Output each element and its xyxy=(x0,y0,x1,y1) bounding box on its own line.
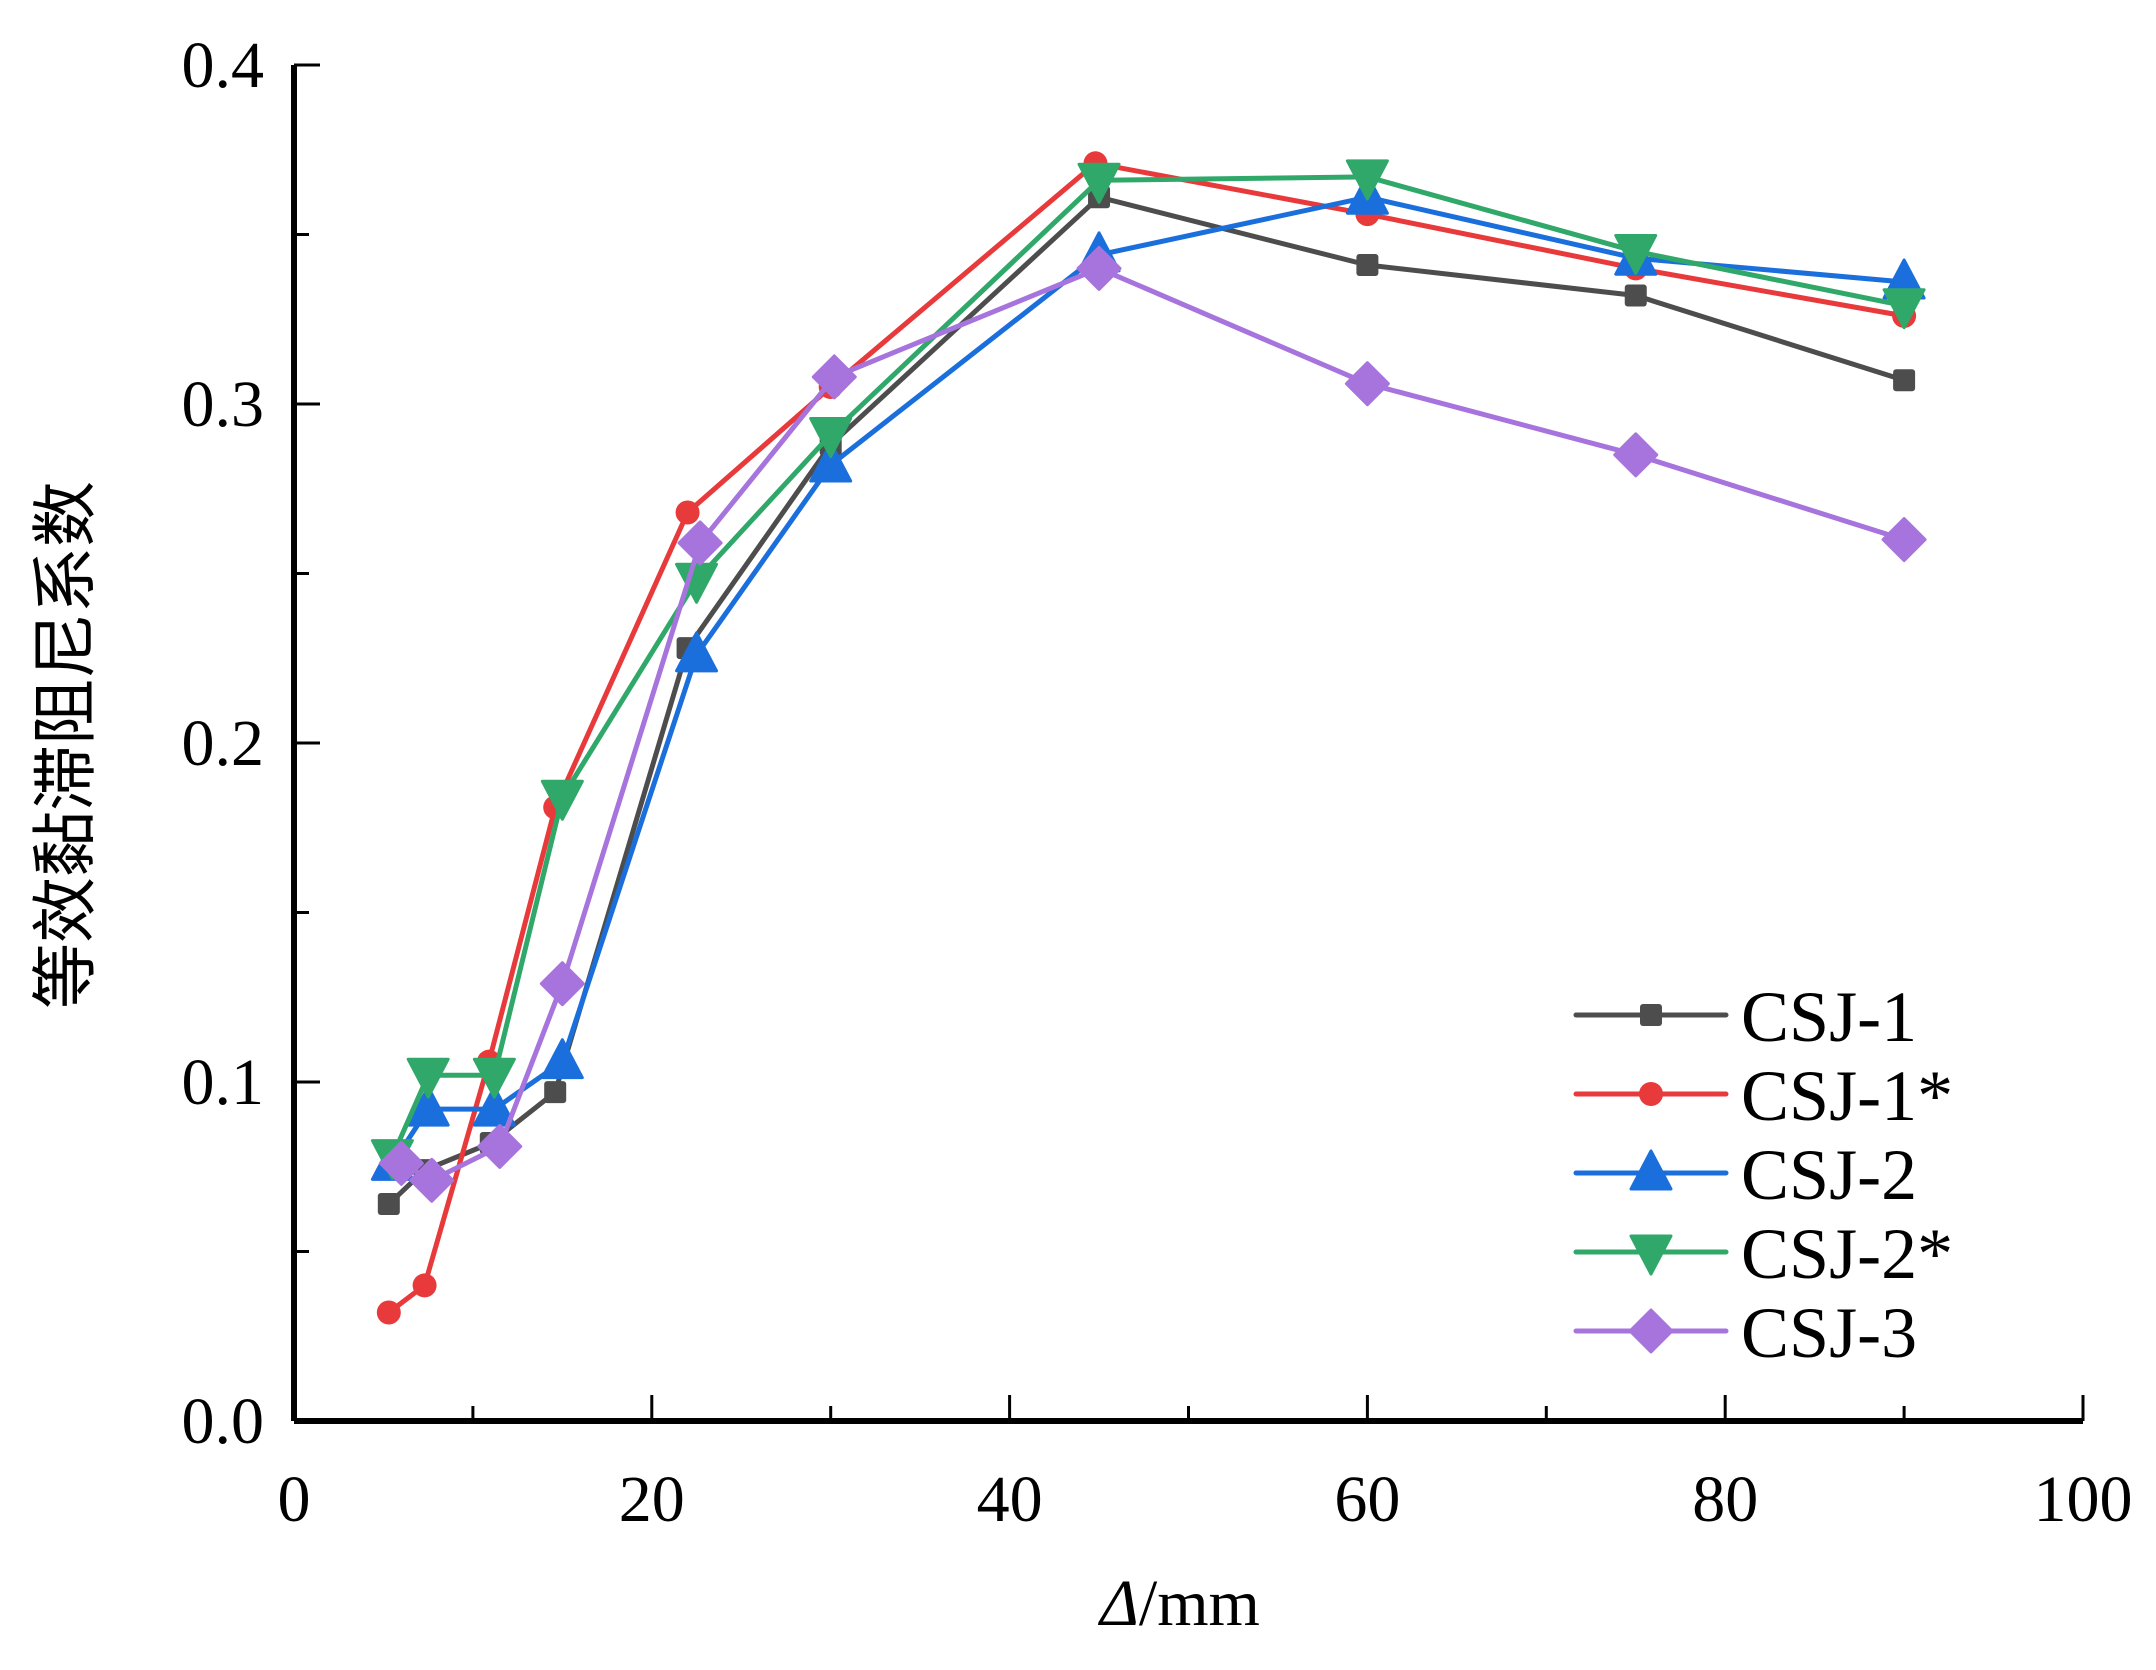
data-point-csj-1-star xyxy=(376,1300,401,1325)
legend-marker-csj-2-star xyxy=(1629,1234,1673,1276)
data-point-csj-3 xyxy=(811,354,857,400)
data-point-csj-2-star xyxy=(406,1057,450,1099)
data-point-csj-2-star xyxy=(1614,233,1658,275)
data-point-csj-2-star xyxy=(472,1057,516,1099)
data-point-csj-2 xyxy=(472,1085,516,1127)
data-point-csj-2-star xyxy=(1345,159,1389,201)
data-point-csj-3 xyxy=(1344,361,1390,407)
data-point-csj-1 xyxy=(377,1193,400,1216)
data-point-csj-1-star xyxy=(412,1273,437,1298)
legend-item-csj-2: CSJ-2 xyxy=(1573,1135,1917,1215)
data-point-csj-3 xyxy=(1613,432,1659,478)
data-point-csj-2-star xyxy=(809,417,853,459)
data-point-csj-2-star xyxy=(540,779,584,821)
series-csj-1-star xyxy=(376,151,1917,1325)
legend-item-csj-3: CSJ-3 xyxy=(1573,1293,1917,1373)
series-line-csj-2-star xyxy=(390,174,1905,1158)
y-tick-label: 0.1 xyxy=(182,1046,265,1119)
x-tick-label: 60 xyxy=(1334,1463,1400,1536)
series-line-csj-1 xyxy=(387,194,1905,1206)
data-point-csj-1 xyxy=(544,1081,567,1104)
x-tick-label: 40 xyxy=(977,1463,1043,1536)
data-point-csj-3 xyxy=(477,1123,523,1169)
legend-label-csj-1: CSJ-1 xyxy=(1741,977,1917,1057)
y-tick-label: 0.3 xyxy=(182,368,265,441)
x-tick-label: 100 xyxy=(2034,1463,2133,1536)
legend-label-csj-2: CSJ-2 xyxy=(1741,1135,1917,1215)
legend-marker-csj-2 xyxy=(1629,1149,1673,1191)
data-point-csj-3 xyxy=(539,961,585,1007)
data-point-csj-2-star xyxy=(1882,288,1926,330)
legend-marker-csj-1-star xyxy=(1639,1082,1663,1106)
data-point-csj-3 xyxy=(378,1140,424,1186)
series-line-csj-3 xyxy=(400,265,1905,1183)
x-axis-title-symbol: Δ xyxy=(1097,1567,1139,1640)
x-axis-title: Δ/mm xyxy=(1097,1567,1260,1640)
y-axis-title: 等效黏滞阻尼系数 xyxy=(30,481,103,1009)
series-line-csj-2 xyxy=(390,194,1905,1165)
legend-marker-csj-3 xyxy=(1628,1308,1674,1354)
x-axis-title-unit: /mm xyxy=(1139,1567,1260,1640)
x-tick-label: 20 xyxy=(619,1463,685,1536)
legend-label-csj-1-star: CSJ-1* xyxy=(1741,1056,1953,1136)
data-point-csj-2 xyxy=(809,441,853,483)
series-csj-3 xyxy=(378,245,1927,1203)
series-csj-2 xyxy=(370,173,1926,1181)
legend-label-csj-2-star: CSJ-2* xyxy=(1741,1214,1953,1294)
y-tick-label: 0.0 xyxy=(182,1385,265,1458)
x-tick-label: 80 xyxy=(1692,1463,1758,1536)
data-point-csj-2 xyxy=(406,1085,450,1127)
data-point-csj-1-star xyxy=(675,500,700,525)
legend-item-csj-2-star: CSJ-2* xyxy=(1573,1214,1953,1294)
legend-item-csj-1: CSJ-1 xyxy=(1573,977,1917,1057)
axes: 0 20 40 60 80 100 0.0 0.1 0.2 0.3 0.4 xyxy=(182,29,2133,1536)
y-tick-label: 0.4 xyxy=(182,29,265,102)
data-point-csj-3 xyxy=(1881,517,1927,563)
data-point-csj-1 xyxy=(1624,284,1647,307)
series-layer xyxy=(370,151,1927,1325)
x-tick-label: 0 xyxy=(278,1463,311,1536)
y-tick-label: 0.2 xyxy=(182,707,265,780)
data-point-csj-3 xyxy=(1076,245,1122,291)
legend-item-csj-1-star: CSJ-1* xyxy=(1573,1056,1953,1136)
data-point-csj-1 xyxy=(1893,369,1916,392)
legend-marker-csj-1 xyxy=(1640,1004,1662,1026)
data-point-csj-3 xyxy=(409,1157,455,1203)
series-csj-1 xyxy=(377,186,1916,1216)
series-line-csj-1-star xyxy=(387,160,1905,1315)
data-point-csj-3 xyxy=(677,520,723,566)
data-point-csj-2 xyxy=(540,1038,584,1080)
legend-label-csj-3: CSJ-3 xyxy=(1741,1293,1917,1373)
data-point-csj-1 xyxy=(1356,254,1379,277)
data-point-csj-2-star xyxy=(1077,162,1121,204)
data-point-csj-2 xyxy=(675,631,719,673)
